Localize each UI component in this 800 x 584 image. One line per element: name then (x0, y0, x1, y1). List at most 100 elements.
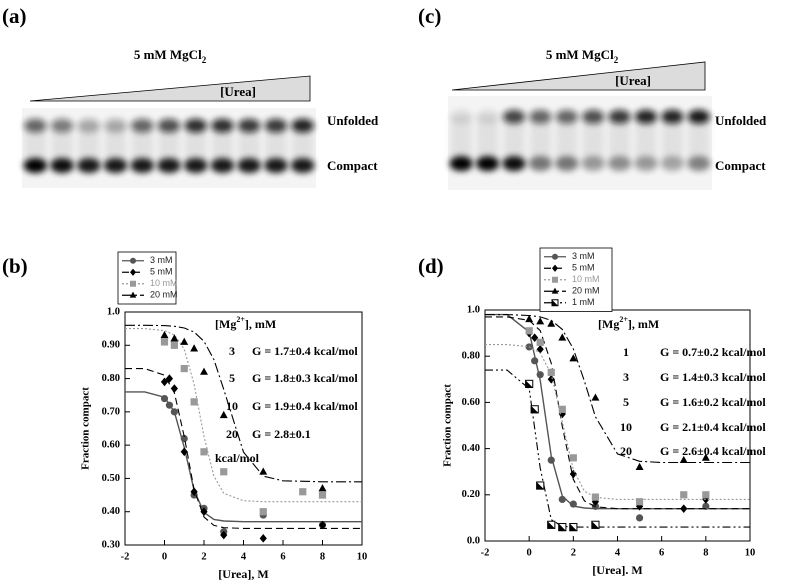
lane-smear (661, 116, 683, 164)
data-point (558, 495, 566, 504)
data-point (569, 454, 577, 462)
legend-label: 3 mM (150, 255, 173, 265)
data-point (170, 384, 178, 393)
compact-band (634, 156, 658, 172)
gel-title: 5 mM MgCl2 (134, 47, 207, 65)
y-axis-label: Fraction compact (442, 384, 454, 467)
legend-label: 3 mM (572, 251, 595, 261)
annotation-g: G = 2.8±0.1 (252, 427, 311, 441)
annotation-g: G = 1.8±0.3 kcal/mol (252, 371, 358, 385)
data-point (160, 377, 169, 387)
data-point (547, 456, 555, 464)
unfolded-band (450, 109, 473, 124)
lane-smear (556, 116, 578, 164)
y-tick-label: 0.60 (462, 397, 480, 408)
data-point (318, 491, 327, 499)
compact-band (660, 156, 685, 172)
data-point (536, 481, 545, 490)
data-point (259, 534, 267, 543)
annotation-g: G = 0.7±0.2 kcal/mol (660, 345, 766, 359)
unfolded-band (104, 118, 127, 133)
data-point (200, 367, 208, 375)
lane-smear (477, 116, 499, 164)
lane-smear (503, 116, 525, 164)
compact-band (183, 158, 208, 174)
data-point (680, 504, 688, 513)
unfolded-band (131, 118, 154, 133)
data-point (160, 330, 169, 339)
data-point (558, 405, 566, 413)
y-tick-label: 0.30 (102, 539, 120, 550)
y-tick-label: 1.0 (107, 306, 120, 317)
lane-smear (688, 116, 710, 164)
fit-line (125, 324, 362, 483)
data-point (680, 491, 688, 499)
unfolded-band (502, 109, 526, 124)
legend-marker (130, 280, 136, 287)
x-axis-label: [Urea]. M (592, 563, 642, 577)
marker-half (525, 380, 533, 388)
unfolded-band (634, 109, 658, 124)
data-point (536, 338, 544, 346)
legend-marker (551, 299, 559, 307)
fit-line (125, 328, 362, 503)
x-tick-label: 0 (162, 551, 167, 562)
x-tick-label: 0 (527, 547, 532, 558)
lane-smear (78, 125, 100, 166)
data-point (591, 493, 600, 501)
lane-smear (211, 125, 234, 166)
marker-half (591, 521, 600, 529)
unfolded-band (50, 118, 74, 133)
x-tick-label: 4 (241, 551, 247, 562)
data-point (190, 398, 198, 406)
band-label: Unfolded (715, 113, 767, 128)
data-point (536, 371, 544, 379)
data-point (635, 514, 644, 522)
fit-line (485, 314, 750, 464)
legend-label: 5 mM (150, 267, 173, 277)
legend-label: 20 mM (572, 286, 600, 296)
legend-label: 1 mM (572, 297, 595, 307)
data-point (165, 401, 174, 409)
data-point (259, 508, 267, 516)
data-point (547, 368, 555, 376)
wedge-label: [Urea] (615, 73, 651, 88)
band-label: Compact (715, 158, 766, 173)
compact-band (103, 158, 128, 174)
data-point (318, 520, 327, 530)
y-tick-label: 0.40 (102, 506, 120, 517)
data-point (531, 357, 539, 365)
compact-band (687, 156, 711, 172)
x-tick-label: 10 (357, 551, 368, 562)
data-point (525, 327, 533, 335)
compact-band (237, 158, 261, 174)
unfolded-band (687, 109, 710, 124)
legend-marker (130, 257, 136, 264)
data-point (547, 374, 555, 384)
marker-half (552, 299, 558, 306)
gel-title-text: 5 mM MgCl (134, 47, 202, 62)
data-point (525, 314, 534, 323)
annotation-g: G = 1.6±0.2 kcal/mol (660, 395, 766, 409)
lane-smear (635, 116, 657, 164)
data-point (569, 469, 577, 479)
data-point (701, 453, 710, 461)
legend-label: 10 mM (572, 274, 600, 284)
unfolded-band (77, 118, 101, 133)
compact-band (264, 158, 288, 174)
data-point (591, 520, 600, 529)
data-point (635, 462, 644, 470)
data-point (530, 405, 539, 414)
fit-line (125, 368, 362, 529)
data-point (702, 491, 710, 499)
data-point (170, 341, 178, 349)
annotation-g: G = 1.9±0.4 kcal/mol (252, 399, 358, 413)
data-point (220, 530, 228, 540)
annotation-header-sup: 2+ (619, 315, 628, 324)
lane-smear (185, 125, 207, 166)
data-point (259, 467, 268, 475)
data-point (180, 337, 189, 345)
data-point (299, 488, 307, 496)
marker-half (569, 523, 577, 531)
